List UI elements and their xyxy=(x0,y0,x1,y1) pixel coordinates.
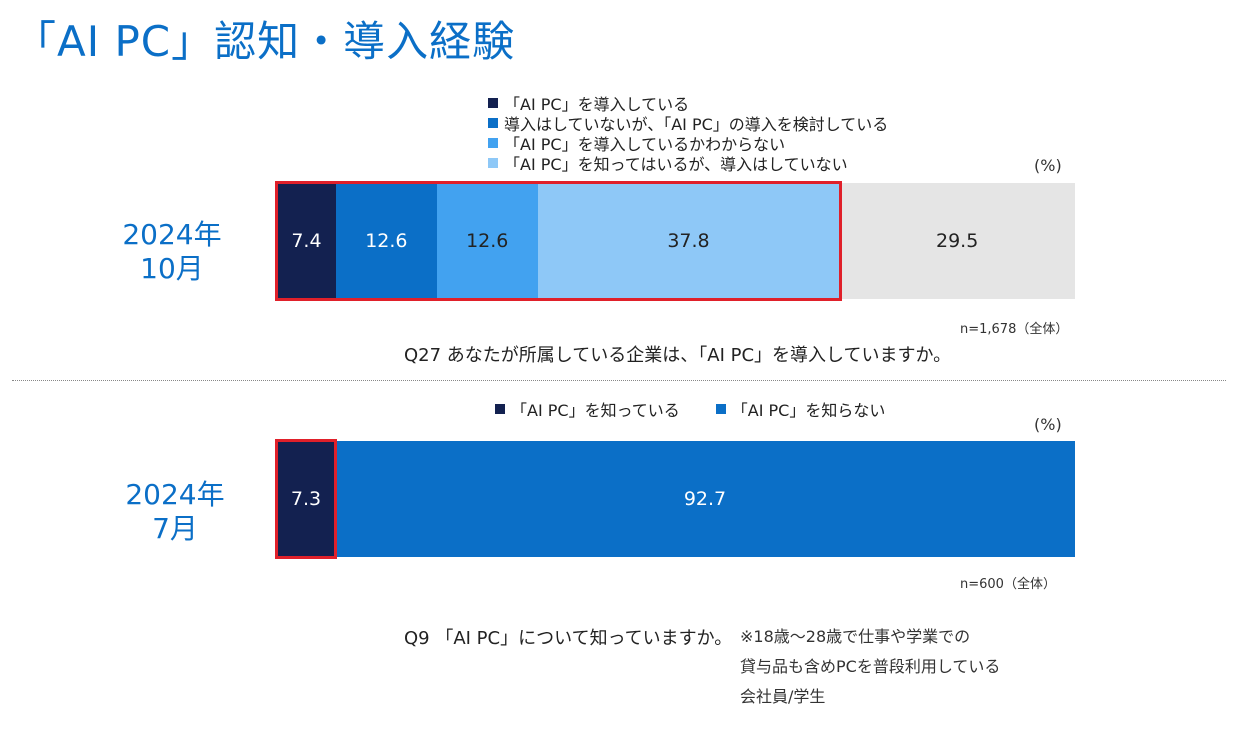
sample-size-2024-07: n=600（全体） xyxy=(960,577,1056,592)
data-label: 92.7 xyxy=(683,488,727,510)
data-label: 12.6 xyxy=(466,230,509,252)
legend-item: 「AI PC」を知らない xyxy=(715,399,886,420)
stacked-bar-2024-07: 7.3 92.7 xyxy=(277,441,1075,557)
legend-label: 導入はしていないが、「AI PC」の導入を検討している xyxy=(504,115,889,134)
page-title: 「AI PC」認知・導入経験 xyxy=(14,17,516,66)
data-label: 7.3 xyxy=(290,488,322,510)
sample-size-2024-10: n=1,678（全体） xyxy=(960,322,1069,337)
legend-2024-07: 「AI PC」を知っている 「AI PC」を知らない xyxy=(495,399,886,420)
bar-segment: 7.3 xyxy=(277,441,335,557)
legend-label: 「AI PC」を導入しているかわからない xyxy=(504,135,786,154)
period-month: 10月 xyxy=(140,252,204,285)
legend-item: 「AI PC」を知ってはいるが、導入はしていない xyxy=(488,153,888,174)
period-year: 2024年 xyxy=(122,218,222,251)
legend-label: 「AI PC」を導入している xyxy=(504,95,690,114)
period-year: 2024年 xyxy=(125,478,225,511)
period-label-2024-10: 2024年 10月 xyxy=(92,218,252,286)
legend-label: 「AI PC」を知ってはいるが、導入はしていない xyxy=(504,155,848,174)
bar-segment: 37.8 xyxy=(537,183,840,299)
bar-segment: 92.7 xyxy=(335,441,1075,557)
legend-swatch xyxy=(488,98,498,108)
unit-label-2024-10: (%) xyxy=(1034,156,1062,175)
legend-swatch xyxy=(488,118,498,128)
legend-item: 「AI PC」を導入しているかわからない xyxy=(488,133,888,154)
note-line: 会社員/学生 xyxy=(740,687,826,706)
legend-swatch xyxy=(715,404,726,414)
unit-label-2024-07: (%) xyxy=(1034,415,1062,434)
data-label: 12.6 xyxy=(365,230,408,252)
bar-segment: 12.6 xyxy=(335,183,437,299)
bar-segment: 12.6 xyxy=(436,183,538,299)
question-q27: Q27 あなたが所属している企業は、「AI PC」を導入していますか。 xyxy=(404,345,952,366)
data-label: 37.8 xyxy=(667,230,710,252)
legend-swatch xyxy=(488,138,498,148)
legend-item: 「AI PC」を導入している xyxy=(488,93,888,114)
bar-segment: 7.4 xyxy=(277,183,336,299)
period-label-2024-07: 2024年 7月 xyxy=(95,478,255,546)
bar-segment: 29.5 xyxy=(839,183,1075,299)
legend-label: 「AI PC」を知らない xyxy=(731,401,886,420)
legend-item: 「AI PC」を知っている xyxy=(495,399,680,420)
question-q9: Q9 「AI PC」について知っていますか。 xyxy=(404,628,733,649)
note-line: ※18歳～28歳で仕事や学業での xyxy=(740,627,971,646)
data-label: 29.5 xyxy=(935,230,979,252)
section-divider xyxy=(12,380,1226,381)
legend-swatch xyxy=(488,158,498,168)
data-label: 7.4 xyxy=(291,230,322,252)
stacked-bar-2024-10: 7.4 12.6 12.6 37.8 29.5 xyxy=(277,183,1075,299)
legend-2024-10: 「AI PC」を導入している 導入はしていないが、「AI PC」の導入を検討してい… xyxy=(488,93,889,174)
legend-swatch xyxy=(495,404,505,414)
legend-item: 導入はしていないが、「AI PC」の導入を検討している xyxy=(488,113,889,134)
respondent-note: ※18歳～28歳で仕事や学業での 貸与品も含めPCを普段利用している 会社員/学… xyxy=(740,622,1000,712)
legend-label: 「AI PC」を知っている xyxy=(511,401,680,420)
period-month: 7月 xyxy=(152,512,198,545)
note-line: 貸与品も含めPCを普段利用している xyxy=(740,657,1001,676)
